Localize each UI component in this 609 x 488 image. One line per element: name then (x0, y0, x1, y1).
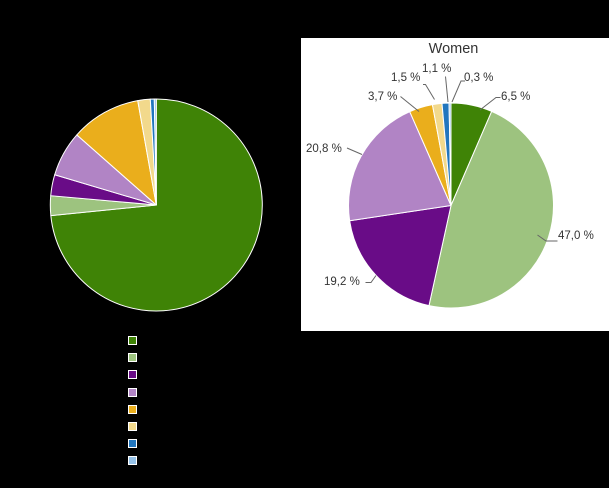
legend-swatch-light-green (128, 353, 137, 363)
pie-slice-orchid (348, 111, 452, 222)
pie-slice-light-green (428, 110, 554, 309)
legend-swatch-pale-yellow (128, 421, 137, 431)
legend-swatch-blue (128, 439, 137, 449)
leader-line-3-7 (400, 96, 420, 112)
legend-swatch-orchid (128, 387, 137, 397)
legend-swatch-dark-green (128, 336, 137, 345)
pct-label-blue: 1,1 % (422, 63, 452, 75)
pct-label-orchid: 20,8 % (306, 143, 342, 155)
legend (128, 336, 137, 466)
pct-label-light-blue: 0,3 % (464, 72, 494, 84)
pie-slice-light-blue (448, 102, 452, 206)
leader-line-1-1 (445, 76, 449, 103)
left-pie-slices (49, 98, 263, 312)
women-pie-slices (348, 102, 554, 309)
pct-label-pale-yellow: 1,5 % (391, 72, 421, 84)
leader-line-47-0 (537, 234, 558, 242)
pct-label-gold: 3,7 % (368, 91, 398, 103)
leader-line-6-5 (479, 97, 501, 111)
legend-swatch-gold (128, 404, 137, 414)
pct-label-light-green: 47,0 % (558, 230, 594, 242)
leader-lines (346, 76, 558, 283)
leader-line-1-5 (423, 84, 435, 100)
pie-slice-dark-purple (349, 205, 452, 307)
chart-title: Women (428, 41, 479, 57)
women-pie-chart (346, 76, 558, 309)
leader-line-20-8 (346, 147, 363, 155)
legend-swatch-dark-purple (128, 370, 137, 380)
pct-label-dark-purple: 19,2 % (324, 276, 360, 288)
legend-swatch-light-blue (128, 456, 137, 466)
pie-slice-gold (76, 100, 157, 206)
women-chart-panel: Women 6,5 % 47,0 % 19,2 % 20,8 % 3,7 % 1… (301, 38, 609, 331)
leader-line-19-2 (365, 275, 377, 283)
pie-slice-light-blue (153, 98, 157, 206)
pct-label-dark-green: 6,5 % (501, 91, 531, 103)
leader-line-0-3 (451, 80, 465, 103)
